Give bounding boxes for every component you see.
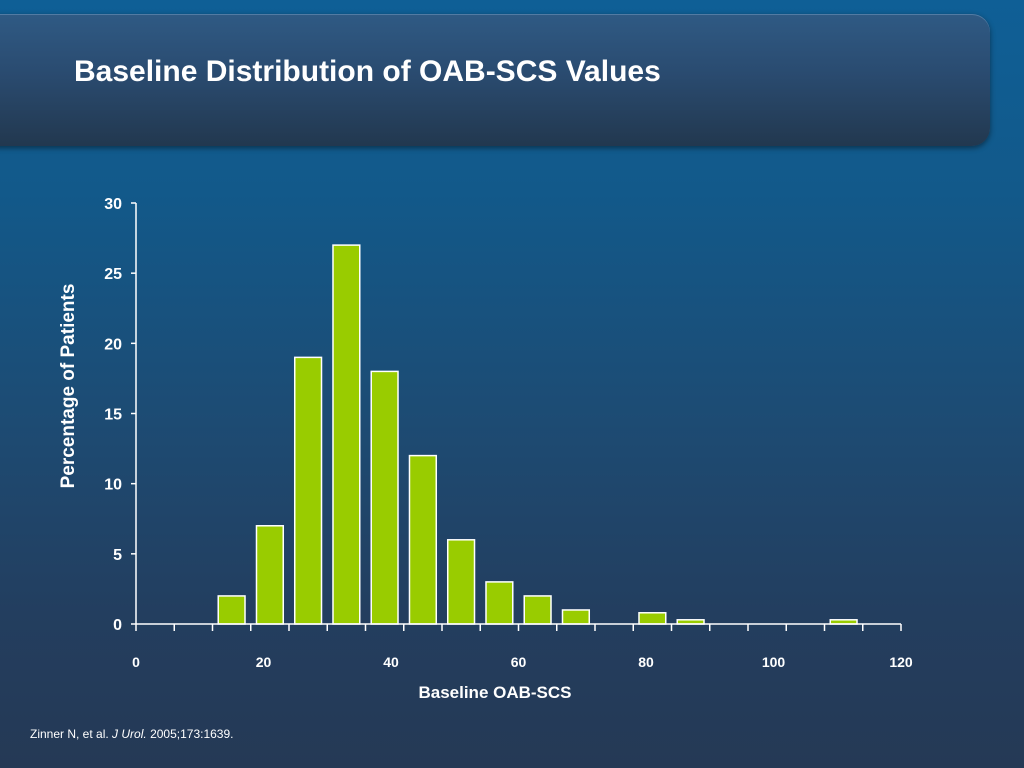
axes-layer xyxy=(131,202,902,631)
x-tick-label: 80 xyxy=(638,654,654,670)
citation-journal: J Urol. xyxy=(112,727,147,741)
x-tick-label: 120 xyxy=(889,654,913,670)
histogram-bar xyxy=(485,581,514,625)
histogram-bar xyxy=(217,595,246,625)
y-tick-label: 30 xyxy=(104,196,122,213)
histogram-bar xyxy=(446,539,476,625)
x-tick-label: 60 xyxy=(511,654,527,670)
x-axis-title: Baseline OAB-SCS xyxy=(418,683,571,702)
citation-details: 2005;173:1639. xyxy=(150,727,234,741)
bars-layer xyxy=(217,244,858,625)
labels-layer: 0 5 10 15 20 25 30 0 20 40 60 80 100 120 Baseline OAB-… xyxy=(58,196,913,702)
histogram-bar xyxy=(293,356,323,625)
x-tick-label: 40 xyxy=(383,654,399,670)
x-tick-label: 100 xyxy=(762,654,786,670)
y-tick-label: 10 xyxy=(104,477,122,494)
slide-title: Baseline Distribution of OAB-SCS Values xyxy=(74,55,661,88)
histogram-bar xyxy=(638,612,667,625)
histogram-bar xyxy=(523,595,552,625)
histogram-bar xyxy=(408,454,438,625)
y-tick-label: 25 xyxy=(104,266,122,283)
y-axis-title: Percentage of Patients xyxy=(58,284,79,489)
citation-authors: Zinner N, et al. xyxy=(30,727,109,741)
y-tick-label: 5 xyxy=(113,547,122,564)
citation: Zinner N, et al. J Urol. 2005;173:1639. xyxy=(30,727,233,741)
x-tick-label: 20 xyxy=(256,654,272,670)
histogram-bar xyxy=(370,370,399,625)
y-tick-label: 15 xyxy=(104,407,122,424)
title-bar xyxy=(0,14,990,146)
x-tick-label: 0 xyxy=(132,654,140,670)
y-tick-label: 0 xyxy=(113,617,122,634)
histogram-bar xyxy=(255,525,285,625)
histogram-bar xyxy=(332,244,361,625)
y-tick-label: 20 xyxy=(104,336,122,353)
histogram-bar xyxy=(561,609,591,625)
